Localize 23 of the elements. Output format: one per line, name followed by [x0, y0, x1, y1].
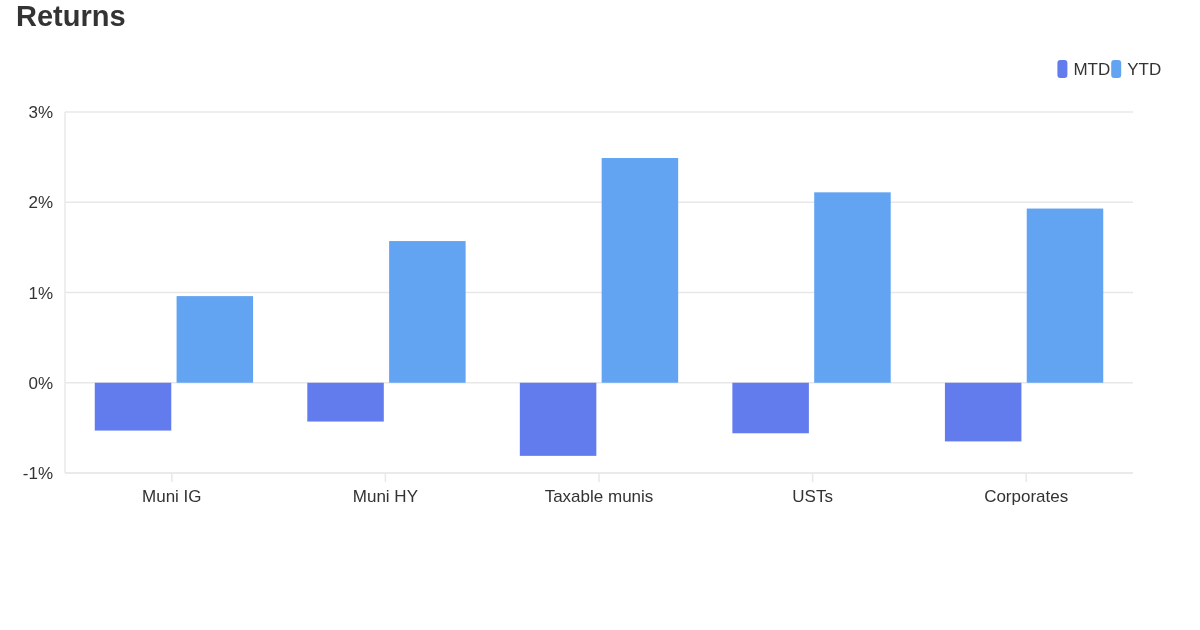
- y-tick-label: 1%: [28, 283, 53, 303]
- bar: [307, 382, 384, 422]
- bar: [601, 158, 679, 383]
- bar: [944, 382, 1022, 442]
- chart-title: Returns: [16, 0, 126, 32]
- bar: [389, 241, 466, 383]
- x-tick-label: Taxable munis: [544, 487, 654, 506]
- bar: [814, 192, 891, 383]
- x-tick-label: Muni IG: [142, 487, 202, 506]
- y-tick-label: 3%: [28, 103, 53, 122]
- bar: [94, 382, 172, 431]
- bar: [1026, 208, 1104, 383]
- legend-label: YTD: [1127, 60, 1162, 79]
- y-tick-label: -1%: [22, 464, 53, 483]
- x-tick-label: Corporates: [984, 487, 1069, 506]
- bar: [176, 296, 254, 383]
- y-tick-label: 0%: [28, 373, 53, 393]
- legend-label: MTD: [1073, 60, 1111, 79]
- bar: [732, 382, 809, 434]
- y-tick-label: 2%: [28, 193, 53, 213]
- x-tick-label: Muni HY: [352, 487, 418, 506]
- x-tick-label: USTs: [792, 487, 833, 506]
- bar: [519, 382, 597, 456]
